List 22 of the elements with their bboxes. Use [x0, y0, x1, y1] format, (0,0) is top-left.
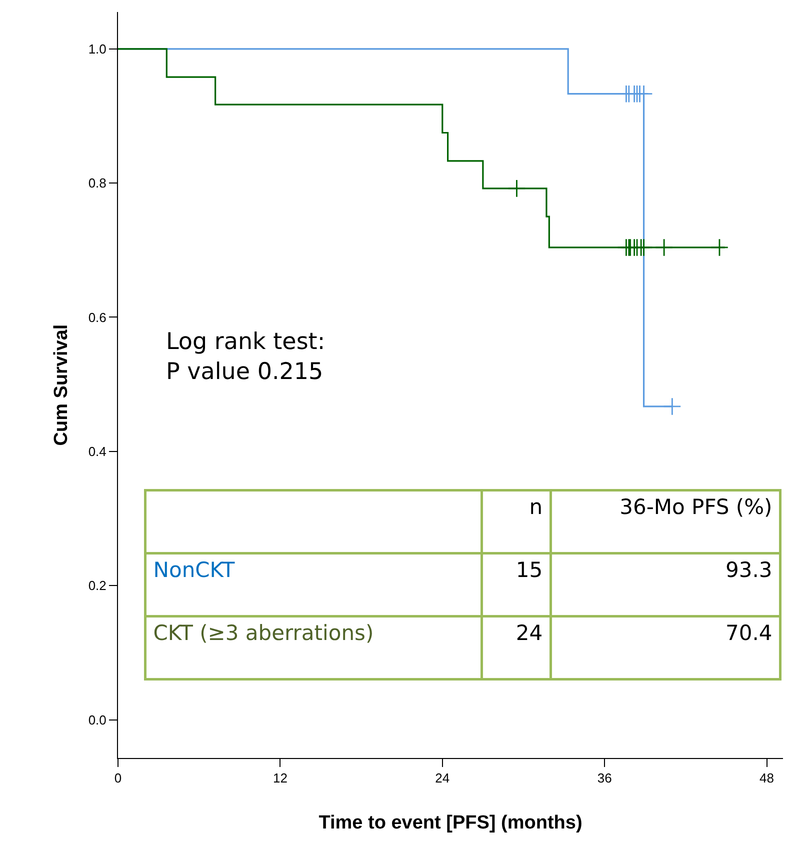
- x-tick-label: 12: [272, 770, 288, 786]
- y-tick-label: 1.0: [88, 41, 106, 56]
- x-axis-title: Time to event [PFS] (months): [318, 812, 582, 834]
- x-tick-label: 36: [597, 770, 612, 786]
- x-tick-label: 48: [760, 770, 774, 786]
- y-tick-label: 0.8: [88, 176, 106, 191]
- y-tick-label: 0.0: [88, 712, 106, 728]
- y-tick-label: 0.4: [88, 444, 106, 459]
- annotation: 36-Mo PFS (%): [620, 494, 772, 519]
- annotation: Log rank test: P value 0.215: [166, 329, 326, 385]
- annotation: 24: [516, 620, 543, 645]
- annotation: 15: [516, 558, 543, 582]
- annotation: CKT (≥3 aberrations): [153, 620, 374, 645]
- y-tick-label: 0.6: [88, 310, 106, 325]
- annotation: NonCKT: [153, 558, 235, 582]
- annotation: 70.4: [726, 620, 772, 645]
- y-tick-label: 0.2: [88, 578, 106, 594]
- y-axis-title: Cum Survival: [51, 324, 72, 446]
- x-tick-label: 0: [114, 770, 122, 786]
- x-tick-label: 24: [435, 770, 450, 786]
- annotation: 93.3: [726, 558, 772, 582]
- annotation: n: [529, 494, 543, 519]
